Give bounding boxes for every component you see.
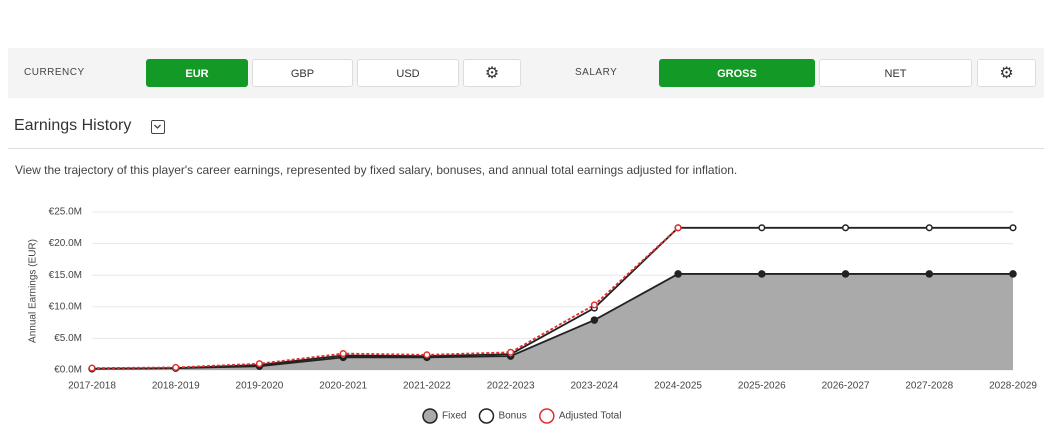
collapse-toggle[interactable] [151,120,165,134]
point [1009,270,1017,278]
chart: €0.0M €5.0M €10.0M €15.0M €20.0M €25.0M Annual… [28,207,1037,424]
legend-label: Bonus [498,411,526,422]
settings-button[interactable]: ⚙ [463,59,521,87]
x-tick-label: 2027-2028 [905,381,953,392]
point [841,270,850,278]
settings-button[interactable]: ⚙ [977,59,1036,87]
currency-button[interactable]: GBP [252,59,353,87]
point [1009,224,1017,232]
y-tick-label: €5.0M [54,333,82,344]
point [674,270,682,278]
x-tick-label: 2017-2018 [68,381,116,392]
legend-swatch [422,408,438,424]
salary-button[interactable]: NET [819,59,972,87]
legend-swatch [539,408,555,424]
y-axis-label: Annual Earnings (EUR) [28,239,39,343]
point [88,364,96,372]
area [92,273,1013,370]
series-line [91,226,1013,370]
series-line [91,273,1013,370]
point [758,270,766,278]
salary-label: SALARY [575,67,618,78]
point [841,224,850,232]
point [925,270,934,278]
x-tick-label: 2022-2023 [487,381,535,392]
currency-label: CURRENCY [24,67,85,78]
x-tick-label: 2021-2022 [403,381,451,392]
section-title: Earnings History [14,117,132,134]
x-tick-label: 2025-2026 [738,381,786,392]
currency-button[interactable]: USD [357,59,459,87]
point [758,224,766,232]
x-tick-label: 2020-2021 [319,381,367,392]
y-tick-label: €15.0M [49,270,82,281]
series-line [91,227,679,370]
y-tick-label: €25.0M [49,207,82,218]
salary-button[interactable]: GROSS [659,59,815,87]
x-tick-label: 2028-2029 [989,381,1037,392]
y-tick-label: €20.0M [49,238,82,249]
x-tick-label: 2018-2019 [152,381,200,392]
section-description: View the trajectory of this player's car… [15,163,738,177]
chevron-icon [154,124,161,129]
x-tick-label: 2026-2027 [822,381,870,392]
divider [8,148,1044,149]
point [172,363,180,372]
legend-label: Fixed [442,411,466,422]
point [590,316,599,324]
toolbar: CURRENCY EUR GBP USD ⚙ SALARY GROSS NET … [8,48,1044,98]
legend-label: Adjusted Total [559,411,622,422]
x-tick-label: 2019-2020 [236,381,284,392]
y-tick-label: €10.0M [49,301,82,312]
point [339,350,347,358]
point [925,224,933,232]
legend-swatch [478,408,495,424]
currency-button[interactable]: EUR [146,59,248,87]
point [423,351,431,359]
point [507,348,515,356]
point [255,360,264,368]
x-tick-label: 2023-2024 [570,381,618,392]
point [590,301,598,309]
y-tick-label: €0.0M [54,365,82,376]
x-tick-label: 2024-2025 [654,381,702,392]
point [674,224,682,232]
